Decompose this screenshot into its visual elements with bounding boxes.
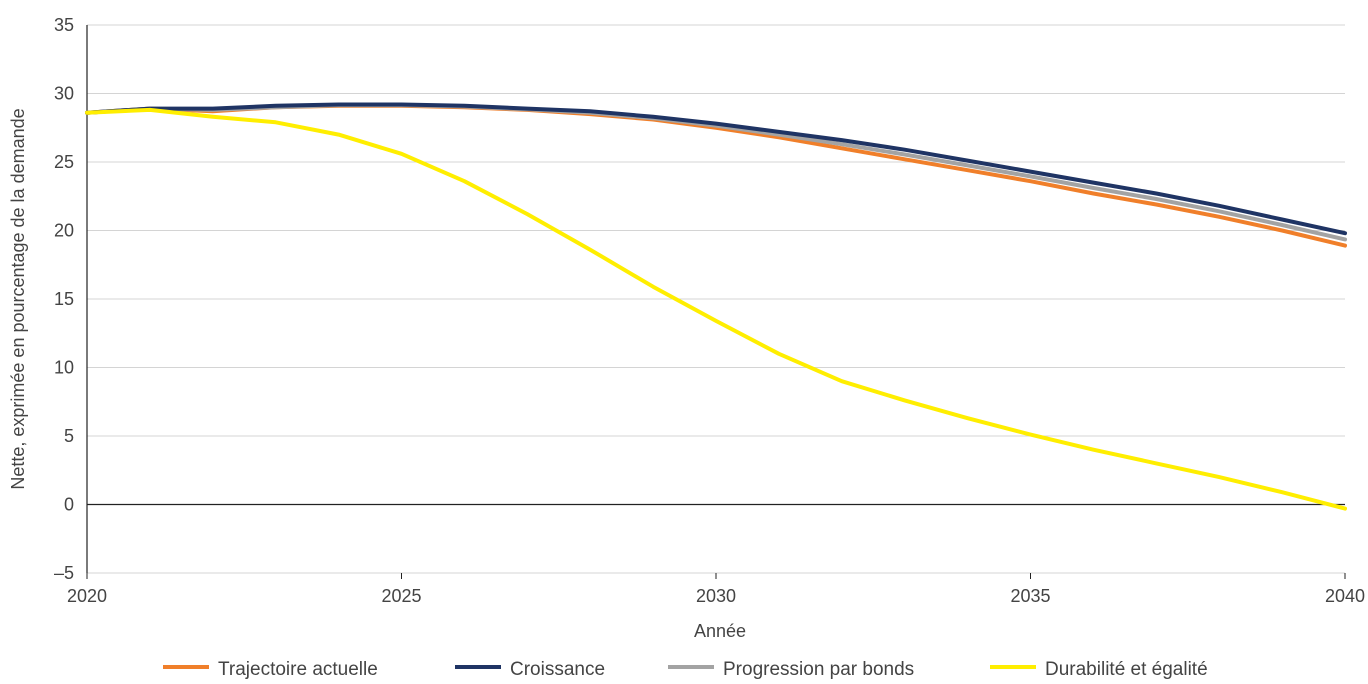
y-tick-label: 25 bbox=[54, 152, 74, 172]
y-tick-label: –5 bbox=[54, 563, 74, 583]
x-tick-label: 2030 bbox=[696, 586, 736, 606]
y-tick-label: 15 bbox=[54, 289, 74, 309]
gridlines bbox=[87, 24, 1345, 574]
y-tick-label: 35 bbox=[54, 15, 74, 35]
x-tick-label: 2025 bbox=[381, 586, 421, 606]
y-tick-label: 20 bbox=[54, 221, 74, 241]
x-tick-label: 2035 bbox=[1010, 586, 1050, 606]
legend-label: Durabilité et égalité bbox=[1045, 659, 1208, 680]
legend: Trajectoire actuelle Croissance Progressio… bbox=[163, 659, 1208, 680]
legend-label: Progression par bonds bbox=[723, 659, 914, 680]
legend-item: Progression par bonds bbox=[668, 659, 914, 680]
legend-item: Croissance bbox=[455, 659, 605, 680]
series-line-3 bbox=[85, 107, 1347, 511]
series-line-1 bbox=[85, 102, 1347, 236]
legend-label: Croissance bbox=[510, 659, 605, 680]
y-tick-label: 30 bbox=[54, 84, 74, 104]
x-tick-label: 2040 bbox=[1325, 586, 1365, 606]
y-tick-labels: 35 30 25 20 15 10 5 0 –5 bbox=[54, 15, 74, 583]
legend-item: Trajectoire actuelle bbox=[163, 659, 378, 680]
y-tick-label: 10 bbox=[54, 358, 74, 378]
legend-item: Durabilité et égalité bbox=[990, 659, 1208, 680]
x-tick-label: 2020 bbox=[67, 586, 107, 606]
y-tick-label: 0 bbox=[64, 495, 74, 515]
legend-label: Trajectoire actuelle bbox=[218, 659, 378, 680]
x-tick-labels: 2020 2025 2030 2035 2040 bbox=[67, 586, 1365, 606]
y-tick-label: 5 bbox=[64, 426, 74, 446]
axes bbox=[86, 25, 1346, 579]
series-lines bbox=[85, 102, 1347, 511]
y-axis-title: Nette, exprimée en pourcentage de la dem… bbox=[8, 108, 28, 489]
x-axis-title: Année bbox=[694, 621, 746, 641]
